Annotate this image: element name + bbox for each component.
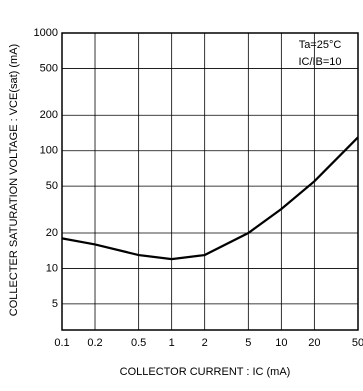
x-tick-label: 2 bbox=[202, 337, 208, 349]
x-tick-label: 5 bbox=[245, 337, 251, 349]
annotation: IC/IB=10 bbox=[298, 56, 341, 68]
x-tick-label: 0.5 bbox=[131, 337, 146, 349]
y-tick-label: 1000 bbox=[34, 27, 58, 39]
y-tick-label: 200 bbox=[40, 109, 58, 121]
y-tick-label: 10 bbox=[46, 262, 58, 274]
y-tick-label: 500 bbox=[40, 62, 58, 74]
y-tick-label: 100 bbox=[40, 145, 58, 157]
x-tick-label: 10 bbox=[275, 337, 287, 349]
y-tick-label: 20 bbox=[46, 227, 58, 239]
x-tick-label: 0.2 bbox=[87, 337, 102, 349]
x-axis-label: COLLECTOR CURRENT : IC (mA) bbox=[120, 366, 291, 378]
x-tick-label: 1 bbox=[169, 337, 175, 349]
y-tick-label: 50 bbox=[46, 180, 58, 192]
x-tick-label: 0.1 bbox=[54, 337, 69, 349]
x-tick-label: 50 bbox=[352, 337, 363, 349]
x-tick-label: 20 bbox=[308, 337, 320, 349]
annotation: Ta=25°C bbox=[299, 39, 342, 51]
y-tick-label: 5 bbox=[52, 298, 58, 310]
y-axis-label: COLLECTER SATURATION VOLTAGE : VCE(sat) … bbox=[8, 44, 20, 316]
line bbox=[61, 136, 359, 261]
